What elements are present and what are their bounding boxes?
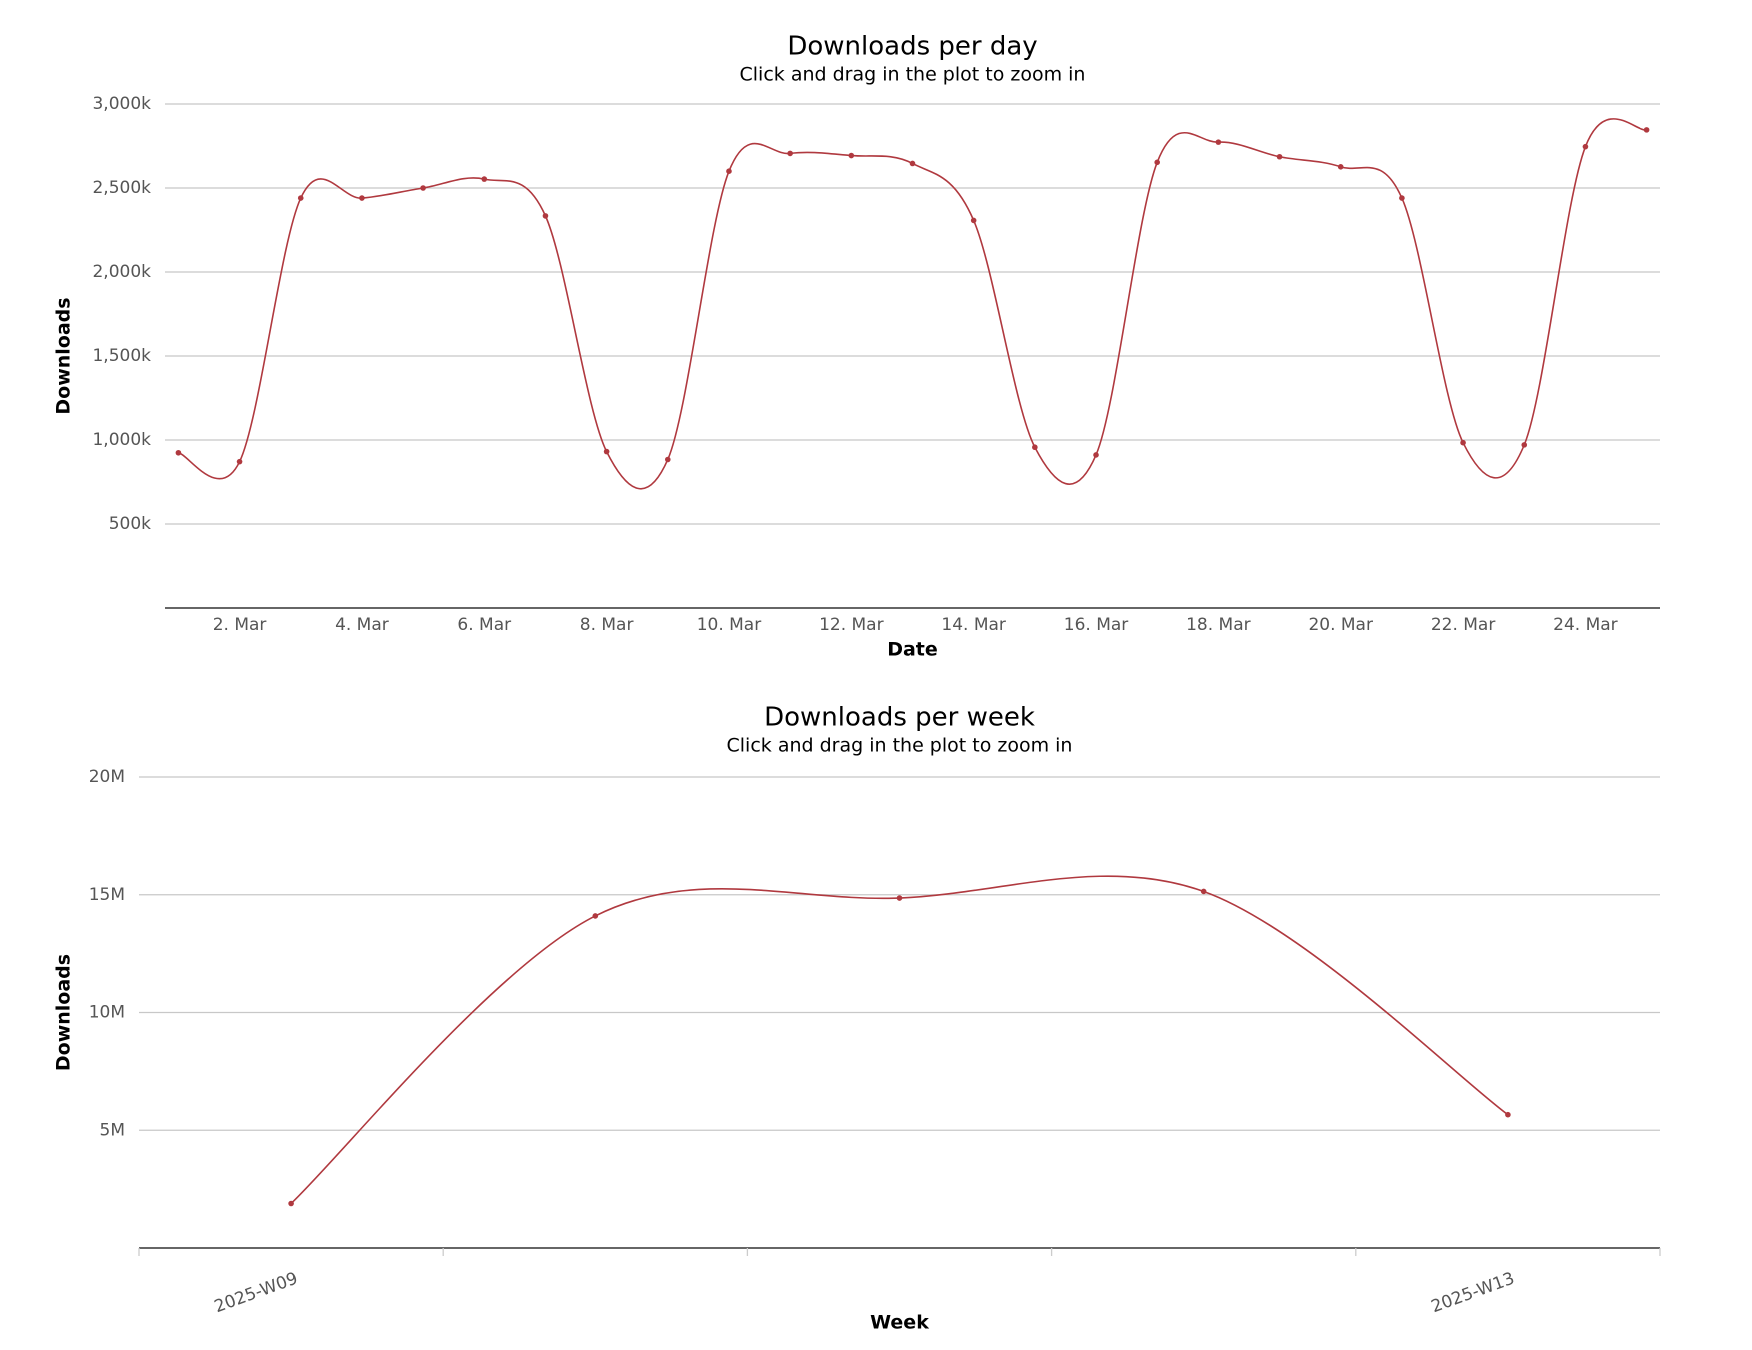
x-tick-label: 24. Mar	[1553, 615, 1618, 635]
data-point	[542, 213, 549, 219]
data-point	[1032, 444, 1038, 451]
x-tick-label: 16. Mar	[1064, 615, 1129, 635]
data-point	[1276, 153, 1283, 160]
series-line	[178, 118, 1647, 490]
data-point	[1093, 452, 1099, 458]
y-tick-label: 3,000k	[92, 94, 151, 114]
data-point	[1582, 143, 1589, 150]
y-tick-label: 15M	[89, 885, 125, 905]
data-point	[175, 449, 182, 456]
data-point	[1200, 888, 1207, 895]
x-tick-label: 2025-W13	[1429, 1269, 1518, 1318]
y-tick-label: 1,000k	[92, 430, 151, 450]
data-point	[896, 895, 903, 901]
data-point	[665, 456, 671, 463]
chart-subtitle: Click and drag in the plot to zoom in	[727, 735, 1073, 757]
x-axis-title: Week	[870, 1312, 929, 1334]
x-tick-label: 22. Mar	[1431, 615, 1496, 635]
data-point	[1154, 159, 1160, 166]
data-point	[726, 168, 732, 174]
y-axis-title: Downloads	[53, 297, 75, 414]
data-point	[288, 1200, 294, 1207]
x-tick-label: 6. Mar	[457, 615, 511, 635]
y-tick-label: 2,500k	[92, 178, 151, 198]
x-tick-label: 4. Mar	[335, 615, 389, 635]
y-tick-label: 10M	[89, 1003, 125, 1023]
data-point	[1460, 439, 1466, 446]
x-tick-label: 8. Mar	[580, 615, 634, 635]
data-point	[236, 458, 243, 465]
y-tick-label: 20M	[89, 767, 125, 787]
x-tick-label: 14. Mar	[941, 615, 1006, 635]
x-tick-label: 20. Mar	[1308, 615, 1373, 635]
data-point	[787, 150, 793, 157]
chart-title: Downloads per day	[787, 32, 1037, 62]
y-tick-label: 500k	[109, 514, 151, 534]
data-point	[909, 160, 916, 167]
data-point	[359, 195, 365, 201]
x-axis-title: Date	[887, 639, 938, 661]
y-tick-label: 2,000k	[92, 262, 151, 282]
series-line	[290, 875, 1509, 1205]
data-point	[297, 195, 304, 201]
data-point	[592, 913, 599, 919]
y-axis-title: Downloads	[53, 954, 75, 1071]
data-point	[1643, 127, 1650, 133]
data-point	[1399, 195, 1405, 201]
data-point	[1505, 1111, 1511, 1118]
data-point	[420, 185, 426, 191]
x-tick-label: 2. Mar	[213, 615, 267, 635]
data-point	[848, 152, 855, 159]
data-point	[1337, 164, 1344, 170]
data-point	[603, 448, 610, 455]
chart-title: Downloads per week	[764, 703, 1035, 733]
x-tick-label: 12. Mar	[819, 615, 884, 635]
chart-subtitle: Click and drag in the plot to zoom in	[740, 64, 1086, 86]
y-tick-label: 1,500k	[92, 346, 151, 366]
x-tick-label: 10. Mar	[697, 615, 762, 635]
data-point	[481, 176, 488, 182]
data-point	[970, 217, 977, 224]
y-tick-label: 5M	[100, 1120, 125, 1140]
x-tick-label: 2025-W09	[212, 1269, 301, 1318]
x-tick-label: 18. Mar	[1186, 615, 1251, 635]
data-point	[1521, 442, 1528, 448]
data-point	[1215, 139, 1222, 145]
